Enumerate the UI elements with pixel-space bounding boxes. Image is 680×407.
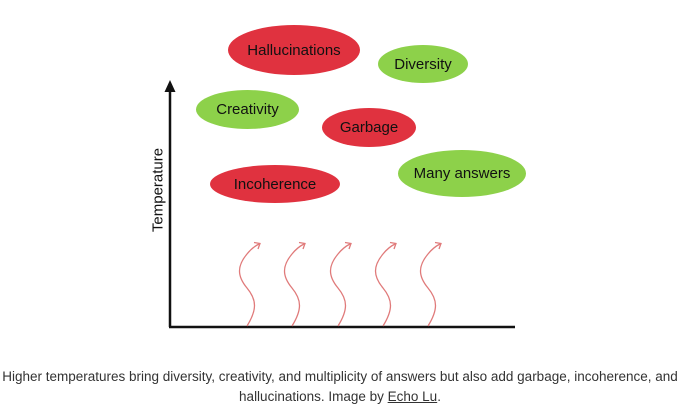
y-axis-arrowhead [164, 80, 176, 92]
caption-end: . [437, 389, 441, 404]
oval-incoherence-label: Incoherence [233, 175, 317, 193]
oval-many-answers-label: Many answers [413, 165, 511, 182]
oval-many-answers: Many answers [398, 150, 526, 197]
figure-caption: Higher temperatures bring diversity, cre… [0, 367, 680, 407]
oval-diversity-label: Diversity [394, 55, 452, 73]
oval-incoherence: Incoherence [210, 165, 340, 203]
oval-diversity: Diversity [378, 45, 468, 83]
heat-wave-arrow-4 [389, 241, 397, 250]
heat-wave-arrow-5 [434, 241, 442, 250]
y-axis-label: Temperature [149, 147, 167, 233]
heat-wave-3 [329, 243, 351, 327]
heat-wave-5 [419, 243, 441, 327]
caption-text: Higher temperatures bring diversity, cre… [2, 369, 678, 404]
heat-wave-arrow-3 [344, 241, 352, 250]
oval-creativity-label: Creativity [216, 101, 279, 118]
heat-waves [238, 241, 442, 327]
oval-creativity: Creativity [196, 90, 299, 129]
oval-hallucinations: Hallucinations [228, 25, 360, 75]
heat-wave-2 [283, 243, 305, 327]
heat-wave-4 [374, 243, 396, 327]
heat-wave-arrow-1 [253, 241, 261, 250]
heat-wave-1 [238, 243, 260, 327]
heat-wave-arrow-2 [298, 241, 306, 250]
oval-garbage-label: Garbage [339, 119, 399, 136]
caption-author-link[interactable]: Echo Lu [387, 389, 438, 404]
oval-hallucinations-label: Hallucinations [247, 41, 341, 59]
diagram-canvas [164, 80, 515, 329]
temperature-diagram: Hallucinations Diversity Creativity Garb… [149, 25, 526, 329]
oval-garbage: Garbage [322, 108, 416, 147]
